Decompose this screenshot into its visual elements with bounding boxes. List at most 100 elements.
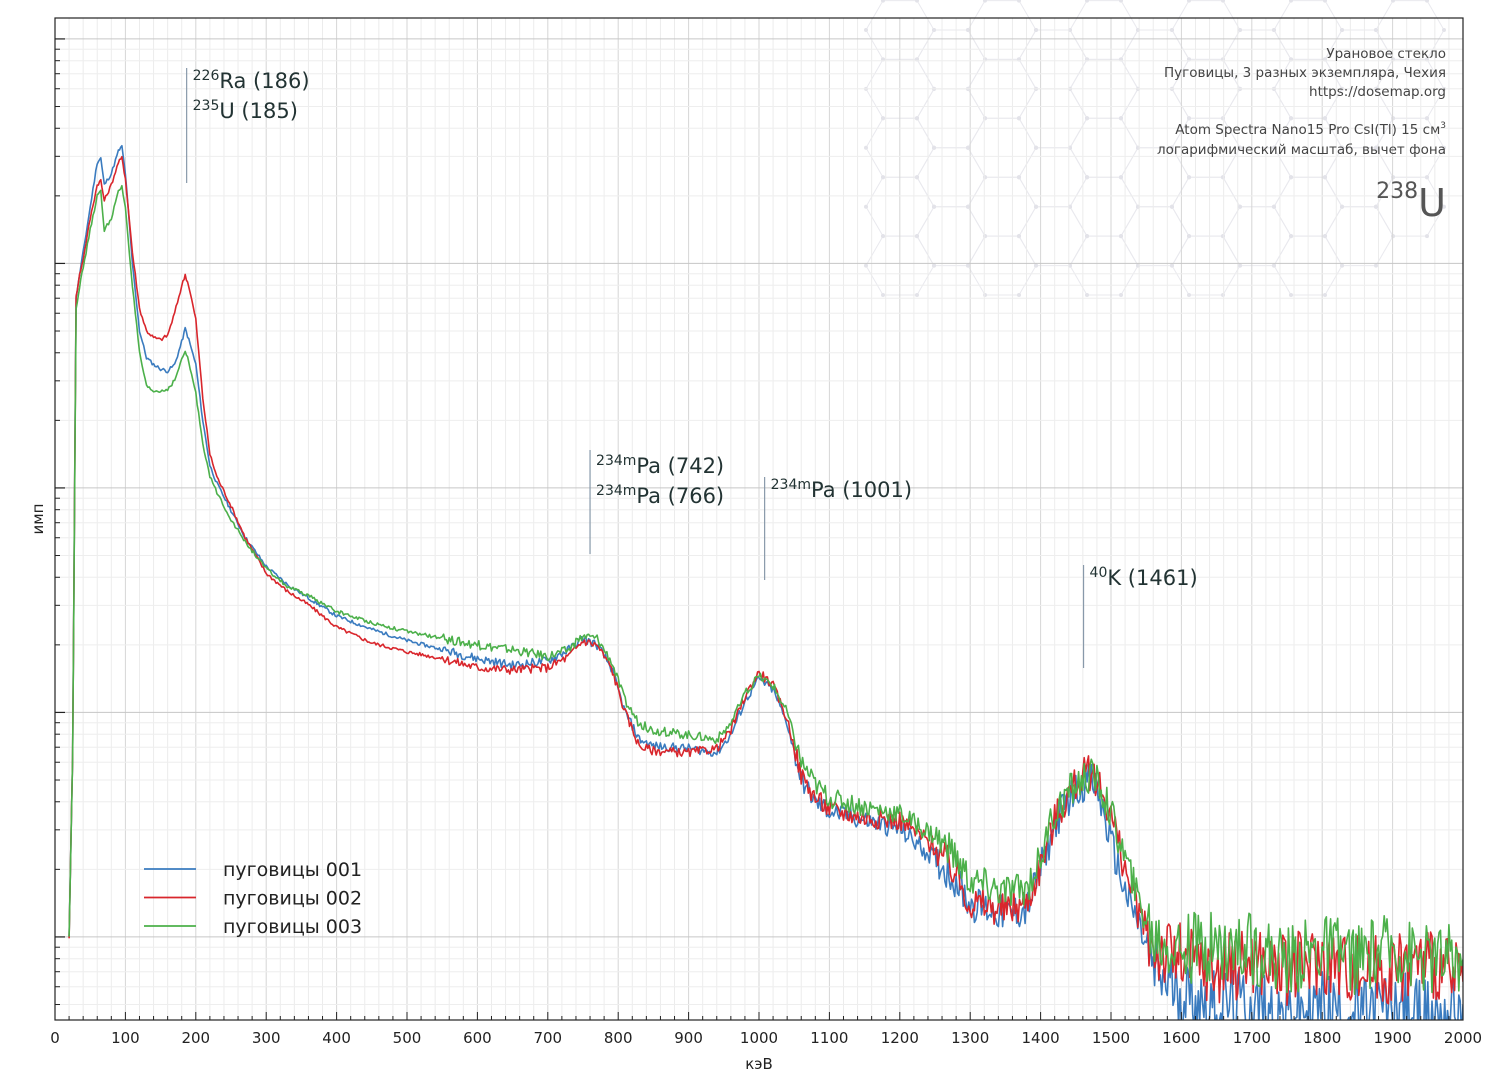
x-tick-label: 200 — [181, 1029, 210, 1047]
hexagon-node — [1119, 234, 1123, 239]
x-tick-label: 1300 — [951, 1029, 989, 1047]
hexagon-node — [864, 204, 868, 209]
annotation-text: Pa (766) — [636, 484, 724, 508]
hexagon-node — [1119, 116, 1123, 121]
hexagon-node — [881, 0, 885, 3]
hexagon-node — [1017, 116, 1021, 121]
hexagon-node — [1085, 116, 1089, 121]
hexagon-node — [1442, 28, 1446, 32]
hexagon-node — [1374, 145, 1378, 150]
hexagon-node — [983, 116, 987, 121]
annotation-label: 235U (185) — [193, 98, 298, 123]
hexagon-node — [1085, 175, 1089, 180]
x-tick-label: 300 — [252, 1029, 281, 1047]
hexagon-node — [983, 234, 987, 239]
hexagon-node — [1187, 116, 1191, 121]
x-tick-label: 800 — [604, 1029, 633, 1047]
hexagon — [1018, 88, 1088, 149]
hexagon-node — [1425, 234, 1429, 239]
legend-label: пуговицы 001 — [223, 859, 362, 881]
hexagon-node — [1272, 204, 1276, 209]
annotation-mass-number: 234m — [771, 477, 811, 493]
hexagon-node — [1034, 263, 1038, 268]
hexagon-node — [1034, 204, 1038, 209]
hexagon — [1120, 88, 1190, 149]
annotation-mass-number: 40 — [1090, 565, 1108, 581]
hexagon-node — [1425, 0, 1429, 3]
hexagon-node — [1374, 204, 1378, 209]
info-line: https://dosemap.org — [1309, 84, 1446, 100]
hexagon — [1069, 176, 1139, 237]
hexagon — [967, 0, 1037, 60]
annotation-text: K (1461) — [1107, 566, 1197, 590]
hexagon-node — [1323, 0, 1327, 3]
annotation-mass-number: 234m — [596, 453, 636, 469]
x-tick-label: 2000 — [1444, 1029, 1482, 1047]
hexagon-node — [1425, 116, 1429, 121]
hexagon-node — [966, 263, 970, 268]
hexagon-node — [1221, 0, 1225, 3]
hexagon — [916, 88, 986, 149]
hexagon-node — [932, 204, 936, 209]
hexagon-node — [1221, 293, 1225, 297]
hexagon-node — [1238, 204, 1242, 209]
hexagon-node — [1170, 145, 1174, 150]
hexagon-node — [983, 175, 987, 180]
hexagon-node — [881, 293, 885, 297]
series-lines — [68, 144, 1463, 1020]
hexagon-node — [915, 293, 919, 297]
x-tick-label: 1100 — [810, 1029, 848, 1047]
hexagon-node — [1170, 28, 1174, 32]
isotope-badge: 238U — [1376, 179, 1446, 225]
x-tick-label: 1700 — [1233, 1029, 1271, 1047]
info-line: Пуговицы, 3 разных экземпляра, Чехия — [1164, 65, 1446, 81]
hexagon-node — [1272, 28, 1276, 32]
hexagon-node — [1221, 116, 1225, 121]
series-line-1 — [68, 144, 1463, 1020]
series-line-3 — [68, 184, 1463, 996]
hexagon-node — [864, 263, 868, 268]
hexagon-node — [1374, 28, 1378, 32]
x-tick-label: 1500 — [1092, 1029, 1130, 1047]
hexagon-node — [1391, 0, 1395, 3]
info-block: Урановое стекло Пуговицы, 3 разных экземп… — [1157, 46, 1446, 225]
hexagon-node — [1187, 293, 1191, 297]
hexagon-node — [881, 116, 885, 121]
annotation-label: 234mPa (742) — [596, 453, 724, 478]
annotation-label: 226Ra (186) — [193, 68, 310, 93]
hexagon-node — [1170, 204, 1174, 209]
hexagon-node — [1017, 293, 1021, 297]
annotation-text: U (185) — [219, 99, 298, 123]
grid — [55, 18, 1463, 1020]
hexagon-node — [1017, 0, 1021, 3]
hexagon-node — [1170, 263, 1174, 268]
hexagon — [1222, 88, 1292, 149]
hexagon-node — [1340, 28, 1344, 32]
hexagon-node — [1238, 145, 1242, 150]
x-axis-title: кэВ — [745, 1055, 773, 1073]
hexagon-node — [1238, 263, 1242, 268]
legend-label: пуговицы 002 — [223, 888, 362, 910]
hexagon-node — [1340, 145, 1344, 150]
hexagon-node — [1272, 263, 1276, 268]
hexagon-node — [1187, 175, 1191, 180]
hexagon-node — [1187, 0, 1191, 3]
hexagon-node — [1323, 234, 1327, 239]
hexagon-node — [1289, 116, 1293, 121]
hexagon-node — [1340, 263, 1344, 268]
annotation-text: Ra (186) — [219, 69, 309, 93]
hexagon-node — [983, 0, 987, 3]
hexagon — [967, 235, 1037, 296]
hexagon-node — [1289, 0, 1293, 3]
x-tick-label: 500 — [393, 1029, 422, 1047]
hexagon — [1222, 206, 1292, 267]
hexagon-node — [1425, 175, 1429, 180]
x-tick-label: 1900 — [1374, 1029, 1412, 1047]
y-axis-title: имп — [29, 504, 47, 535]
hexagon-node — [915, 116, 919, 121]
info-line: логарифмический масштаб, вычет фона — [1157, 142, 1446, 158]
legend-label: пуговицы 003 — [223, 916, 362, 938]
legend: пуговицы 001 пуговицы 002 пуговицы 003 — [144, 859, 362, 938]
x-tick-label: 400 — [322, 1029, 351, 1047]
